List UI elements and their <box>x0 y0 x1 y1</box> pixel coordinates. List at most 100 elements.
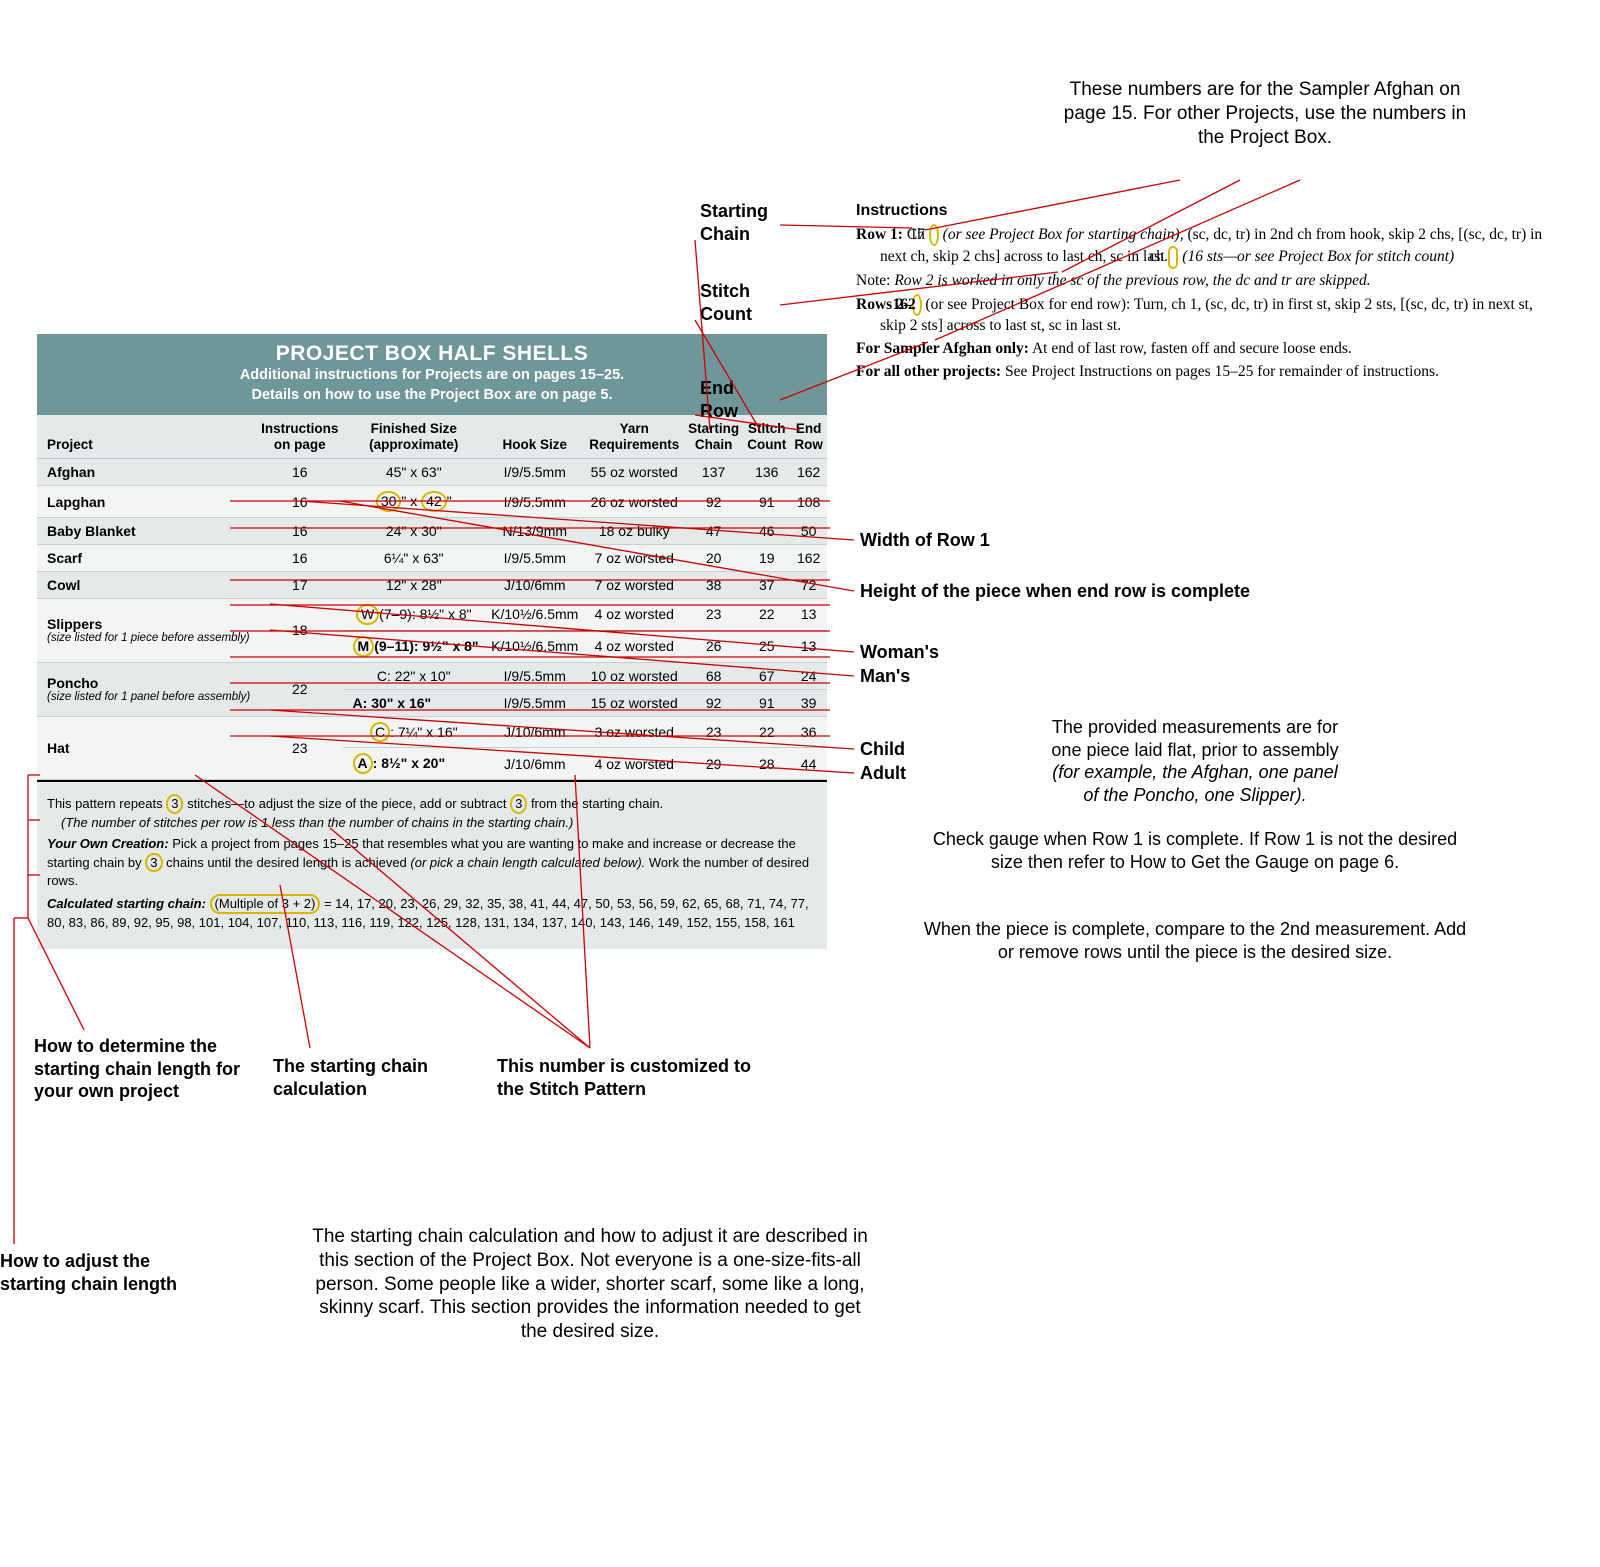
cell-yarn: 10 oz worsted <box>585 662 685 689</box>
cell-stitch: 22 <box>743 598 790 630</box>
cell-stitch: 25 <box>743 630 790 662</box>
cell-start: 92 <box>684 689 743 716</box>
cell-yarn: 4 oz worsted <box>585 630 685 662</box>
callout-width-row1: Width of Row 1 <box>860 529 990 552</box>
cell-hook: I/9/5.5mm <box>485 689 584 716</box>
cell-page: 22 <box>257 662 343 716</box>
instructions-row1: Row 1: Ch 17 (or see Project Box for sta… <box>856 224 1556 269</box>
callout-adult: Adult <box>860 762 906 785</box>
cell-size: C: 22" x 10" <box>343 662 485 689</box>
cell-yarn: 4 oz worsted <box>585 748 685 780</box>
footnote-calculated: Calculated starting chain: (Multiple of … <box>47 894 817 931</box>
cell-page: 23 <box>257 716 343 780</box>
cell-page: 16 <box>257 486 343 518</box>
cell-hook: J/10/6mm <box>485 571 584 598</box>
cell-stitch: 28 <box>743 748 790 780</box>
cell-yarn: 3 oz worsted <box>585 716 685 748</box>
page-canvas: PROJECT BOX HALF SHELLS Additional instr… <box>0 0 1600 1567</box>
callout-gauge-note: Check gauge when Row 1 is complete. If R… <box>920 828 1470 873</box>
cell-size: A: 30" x 16" <box>343 689 485 716</box>
cell-stitch: 91 <box>743 486 790 518</box>
cell-end: 162 <box>790 544 827 571</box>
cell-yarn: 4 oz worsted <box>585 598 685 630</box>
instructions-other: For all other projects: See Project Inst… <box>856 362 1556 383</box>
cell-hook: I/9/5.5mm <box>485 662 584 689</box>
instructions-heading: Instructions <box>856 200 1556 222</box>
callout-compare-note: When the piece is complete, compare to t… <box>920 918 1470 963</box>
footnote-repeat: This pattern repeats 3 stitches—to adjus… <box>47 794 817 831</box>
cell-end: 13 <box>790 598 827 630</box>
cell-stitch: 136 <box>743 459 790 486</box>
cell-end: 39 <box>790 689 827 716</box>
instructions-block: Instructions Row 1: Ch 17 (or see Projec… <box>856 200 1556 385</box>
callout-bottom-para: The starting chain calculation and how t… <box>310 1225 870 1344</box>
cell-stitch: 19 <box>743 544 790 571</box>
callout-calc-label: The starting chain calculation <box>273 1055 473 1100</box>
cell-start: 26 <box>684 630 743 662</box>
cell-start: 38 <box>684 571 743 598</box>
cell-page: 16 <box>257 544 343 571</box>
cell-end: 108 <box>790 486 827 518</box>
cell-start: 20 <box>684 544 743 571</box>
project-box-title: PROJECT BOX HALF SHELLS <box>47 342 817 366</box>
cell-yarn: 55 oz worsted <box>585 459 685 486</box>
cell-hook: K/10½/6.5mm <box>485 598 584 630</box>
cell-size: W(7–9): 8½" x 8" <box>343 598 485 630</box>
cell-start: 137 <box>684 459 743 486</box>
cell-project: Cowl <box>37 571 257 598</box>
cell-start: 68 <box>684 662 743 689</box>
callout-how-determine: How to determine the starting chain leng… <box>34 1035 264 1103</box>
cell-start: 92 <box>684 486 743 518</box>
cell-yarn: 18 oz bulky <box>585 517 685 544</box>
cell-size: C: 7¼" x 16" <box>343 716 485 748</box>
cell-start: 23 <box>684 716 743 748</box>
cell-end: 13 <box>790 630 827 662</box>
callout-how-adjust: How to adjust the starting chain length <box>0 1250 220 1295</box>
cell-start: 47 <box>684 517 743 544</box>
cell-start: 23 <box>684 598 743 630</box>
cell-project: Poncho (size listed for 1 panel before a… <box>37 662 257 716</box>
project-box: PROJECT BOX HALF SHELLS Additional instr… <box>37 334 827 949</box>
cell-yarn: 26 oz worsted <box>585 486 685 518</box>
cell-project: Hat <box>37 716 257 780</box>
callout-end-row: EndRow <box>700 377 738 422</box>
footnote-own-creation: Your Own Creation: Pick a project from p… <box>47 835 817 890</box>
cell-page: 16 <box>257 459 343 486</box>
cell-end: 162 <box>790 459 827 486</box>
cell-stitch: 46 <box>743 517 790 544</box>
callout-stitch-count: StitchCount <box>700 280 752 325</box>
calc-formula: (Multiple of 3 + 2) <box>210 894 321 914</box>
cell-size: A: 8½" x 20" <box>343 748 485 780</box>
cell-hook: I/9/5.5mm <box>485 486 584 518</box>
cell-end: 50 <box>790 517 827 544</box>
callout-custom-label: This number is customized to the Stitch … <box>497 1055 777 1100</box>
repeat-num-1: 3 <box>166 794 183 814</box>
own-num: 3 <box>145 853 162 873</box>
cell-stitch: 22 <box>743 716 790 748</box>
cell-project: Slippers (size listed for 1 piece before… <box>37 598 257 662</box>
project-box-footnotes: This pattern repeats 3 stitches—to adjus… <box>37 780 827 949</box>
cell-hook: N/13/9mm <box>485 517 584 544</box>
rows2-end-num: 162 <box>912 294 922 317</box>
callout-child: Child <box>860 738 905 761</box>
cell-size: 6¼" x 63" <box>343 544 485 571</box>
cell-project: Scarf <box>37 544 257 571</box>
cell-stitch: 67 <box>743 662 790 689</box>
callout-mans: Man's <box>860 665 910 688</box>
cell-page: 16 <box>257 517 343 544</box>
cell-size: 30" x 42" <box>343 486 485 518</box>
callout-measure-note: The provided measurements are forone pie… <box>920 716 1470 806</box>
callout-starting-chain: StartingChain <box>700 200 768 245</box>
cell-stitch: 37 <box>743 571 790 598</box>
cell-project: Lapghan <box>37 486 257 518</box>
instructions-note: Note: Row 2 is worked in only the sc of … <box>856 271 1556 292</box>
project-table: Project Instructionson page Finished Siz… <box>37 415 827 780</box>
cell-yarn: 15 oz worsted <box>585 689 685 716</box>
instructions-rows2: Rows 2–162 (or see Project Box for end r… <box>856 294 1556 338</box>
callout-womans: Woman's <box>860 641 939 664</box>
cell-project: Baby Blanket <box>37 517 257 544</box>
row1-ch-num: 17 <box>929 224 939 247</box>
col-end: EndRow <box>790 415 827 459</box>
cell-page: 17 <box>257 571 343 598</box>
callout-height-end: Height of the piece when end row is comp… <box>860 580 1250 603</box>
